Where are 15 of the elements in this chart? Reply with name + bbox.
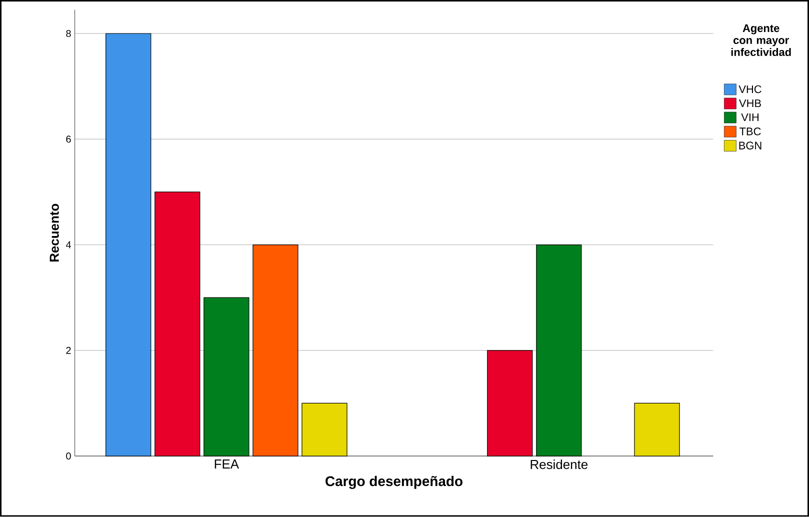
y-tick-label: 4 xyxy=(66,241,71,248)
y-tick-label: 0 xyxy=(66,452,71,460)
legend-label: VIH xyxy=(741,114,758,122)
y-tick-label: 2 xyxy=(66,347,71,354)
y-tick-label: 6 xyxy=(66,136,71,143)
legend-label: BGN xyxy=(739,142,762,150)
legend-title: Agente con mayor infectividad xyxy=(731,24,791,56)
legend-label: VHC xyxy=(738,85,762,94)
x-axis-title: Cargo desempeñado xyxy=(326,476,462,490)
y-tick-label: 8 xyxy=(66,30,71,38)
x-tick-label: FEA xyxy=(214,460,239,469)
y-axis-title: Recuento xyxy=(50,204,59,262)
legend-label: TBC xyxy=(740,128,761,136)
legend-label: VHB xyxy=(739,100,761,108)
x-tick-label: Residente xyxy=(530,460,588,470)
